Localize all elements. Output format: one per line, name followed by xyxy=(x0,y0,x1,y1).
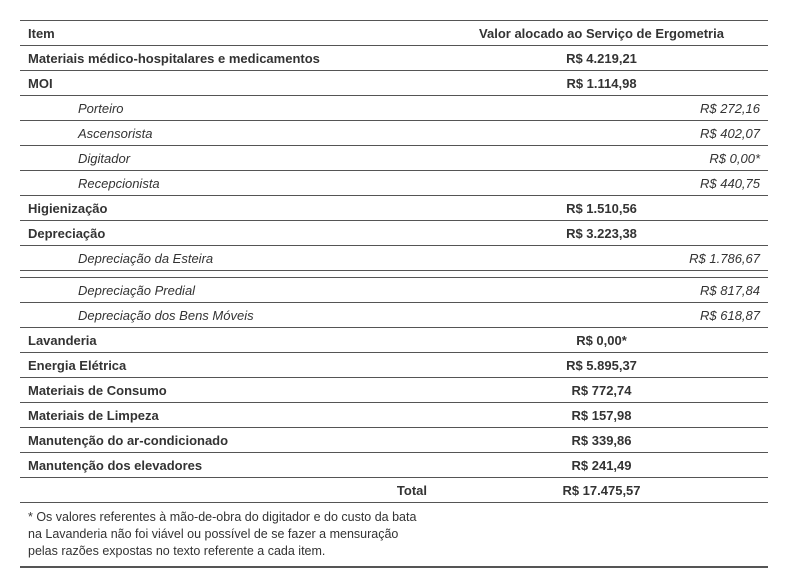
table-row: Depreciação R$ 3.223,38 xyxy=(20,221,768,246)
subrow-label: Porteiro xyxy=(20,98,435,119)
table-row: Depreciação Predial R$ 817,84 xyxy=(20,278,768,303)
gap-row xyxy=(20,271,768,278)
table-row: Depreciação dos Bens Móveis R$ 618,87 xyxy=(20,303,768,328)
subrow-value: R$ 0,00* xyxy=(435,148,768,169)
row-label: Manutenção dos elevadores xyxy=(20,455,435,476)
row-label: Materiais médico-hospitalares e medicame… xyxy=(20,48,435,69)
table-row: Materiais de Limpeza R$ 157,98 xyxy=(20,403,768,428)
row-value: R$ 339,86 xyxy=(435,430,768,451)
header-item: Item xyxy=(20,23,435,44)
table-row: Depreciação da Esteira R$ 1.786,67 xyxy=(20,246,768,271)
row-label: Materiais de Limpeza xyxy=(20,405,435,426)
table-row: Higienização R$ 1.510,56 xyxy=(20,196,768,221)
footnote: * Os valores referentes à mão-de-obra do… xyxy=(20,503,435,566)
row-value: R$ 241,49 xyxy=(435,455,768,476)
subrow-label: Ascensorista xyxy=(20,123,435,144)
row-value: R$ 1.114,98 xyxy=(435,73,768,94)
subrow-value: R$ 817,84 xyxy=(435,280,768,301)
row-value: R$ 1.510,56 xyxy=(435,198,768,219)
row-label: Higienização xyxy=(20,198,435,219)
row-label: Depreciação xyxy=(20,223,435,244)
row-label: MOI xyxy=(20,73,435,94)
subrow-label: Recepcionista xyxy=(20,173,435,194)
table-row: Recepcionista R$ 440,75 xyxy=(20,171,768,196)
row-label: Manutenção do ar-condicionado xyxy=(20,430,435,451)
table-total-row: Total R$ 17.475,57 xyxy=(20,478,768,503)
row-label: Lavanderia xyxy=(20,330,435,351)
subrow-value: R$ 1.786,67 xyxy=(435,248,768,269)
subrow-value: R$ 618,87 xyxy=(435,305,768,326)
row-label: Materiais de Consumo xyxy=(20,380,435,401)
row-value: R$ 5.895,37 xyxy=(435,355,768,376)
row-value: R$ 157,98 xyxy=(435,405,768,426)
header-value: Valor alocado ao Serviço de Ergometria xyxy=(435,23,768,44)
subrow-label: Depreciação da Esteira xyxy=(20,248,435,269)
subrow-label: Depreciação Predial xyxy=(20,280,435,301)
subrow-label: Digitador xyxy=(20,148,435,169)
table-row: Porteiro R$ 272,16 xyxy=(20,96,768,121)
table-row: Digitador R$ 0,00* xyxy=(20,146,768,171)
table-row: Materiais médico-hospitalares e medicame… xyxy=(20,46,768,71)
total-value: R$ 17.475,57 xyxy=(435,480,768,501)
table-row: Lavanderia R$ 0,00* xyxy=(20,328,768,353)
table-row: Energia Elétrica R$ 5.895,37 xyxy=(20,353,768,378)
subrow-value: R$ 402,07 xyxy=(435,123,768,144)
table-row: MOI R$ 1.114,98 xyxy=(20,71,768,96)
subrow-label: Depreciação dos Bens Móveis xyxy=(20,305,435,326)
subrow-value: R$ 440,75 xyxy=(435,173,768,194)
row-value: R$ 772,74 xyxy=(435,380,768,401)
cost-allocation-table: Item Valor alocado ao Serviço de Ergomet… xyxy=(20,20,768,568)
table-row: Manutenção dos elevadores R$ 241,49 xyxy=(20,453,768,478)
row-value: R$ 0,00* xyxy=(435,330,768,351)
total-label: Total xyxy=(20,480,435,501)
row-value: R$ 4.219,21 xyxy=(435,48,768,69)
subrow-value: R$ 272,16 xyxy=(435,98,768,119)
row-label: Energia Elétrica xyxy=(20,355,435,376)
table-row: Ascensorista R$ 402,07 xyxy=(20,121,768,146)
table-row: Manutenção do ar-condicionado R$ 339,86 xyxy=(20,428,768,453)
table-row: Materiais de Consumo R$ 772,74 xyxy=(20,378,768,403)
table-header-row: Item Valor alocado ao Serviço de Ergomet… xyxy=(20,21,768,46)
row-value: R$ 3.223,38 xyxy=(435,223,768,244)
